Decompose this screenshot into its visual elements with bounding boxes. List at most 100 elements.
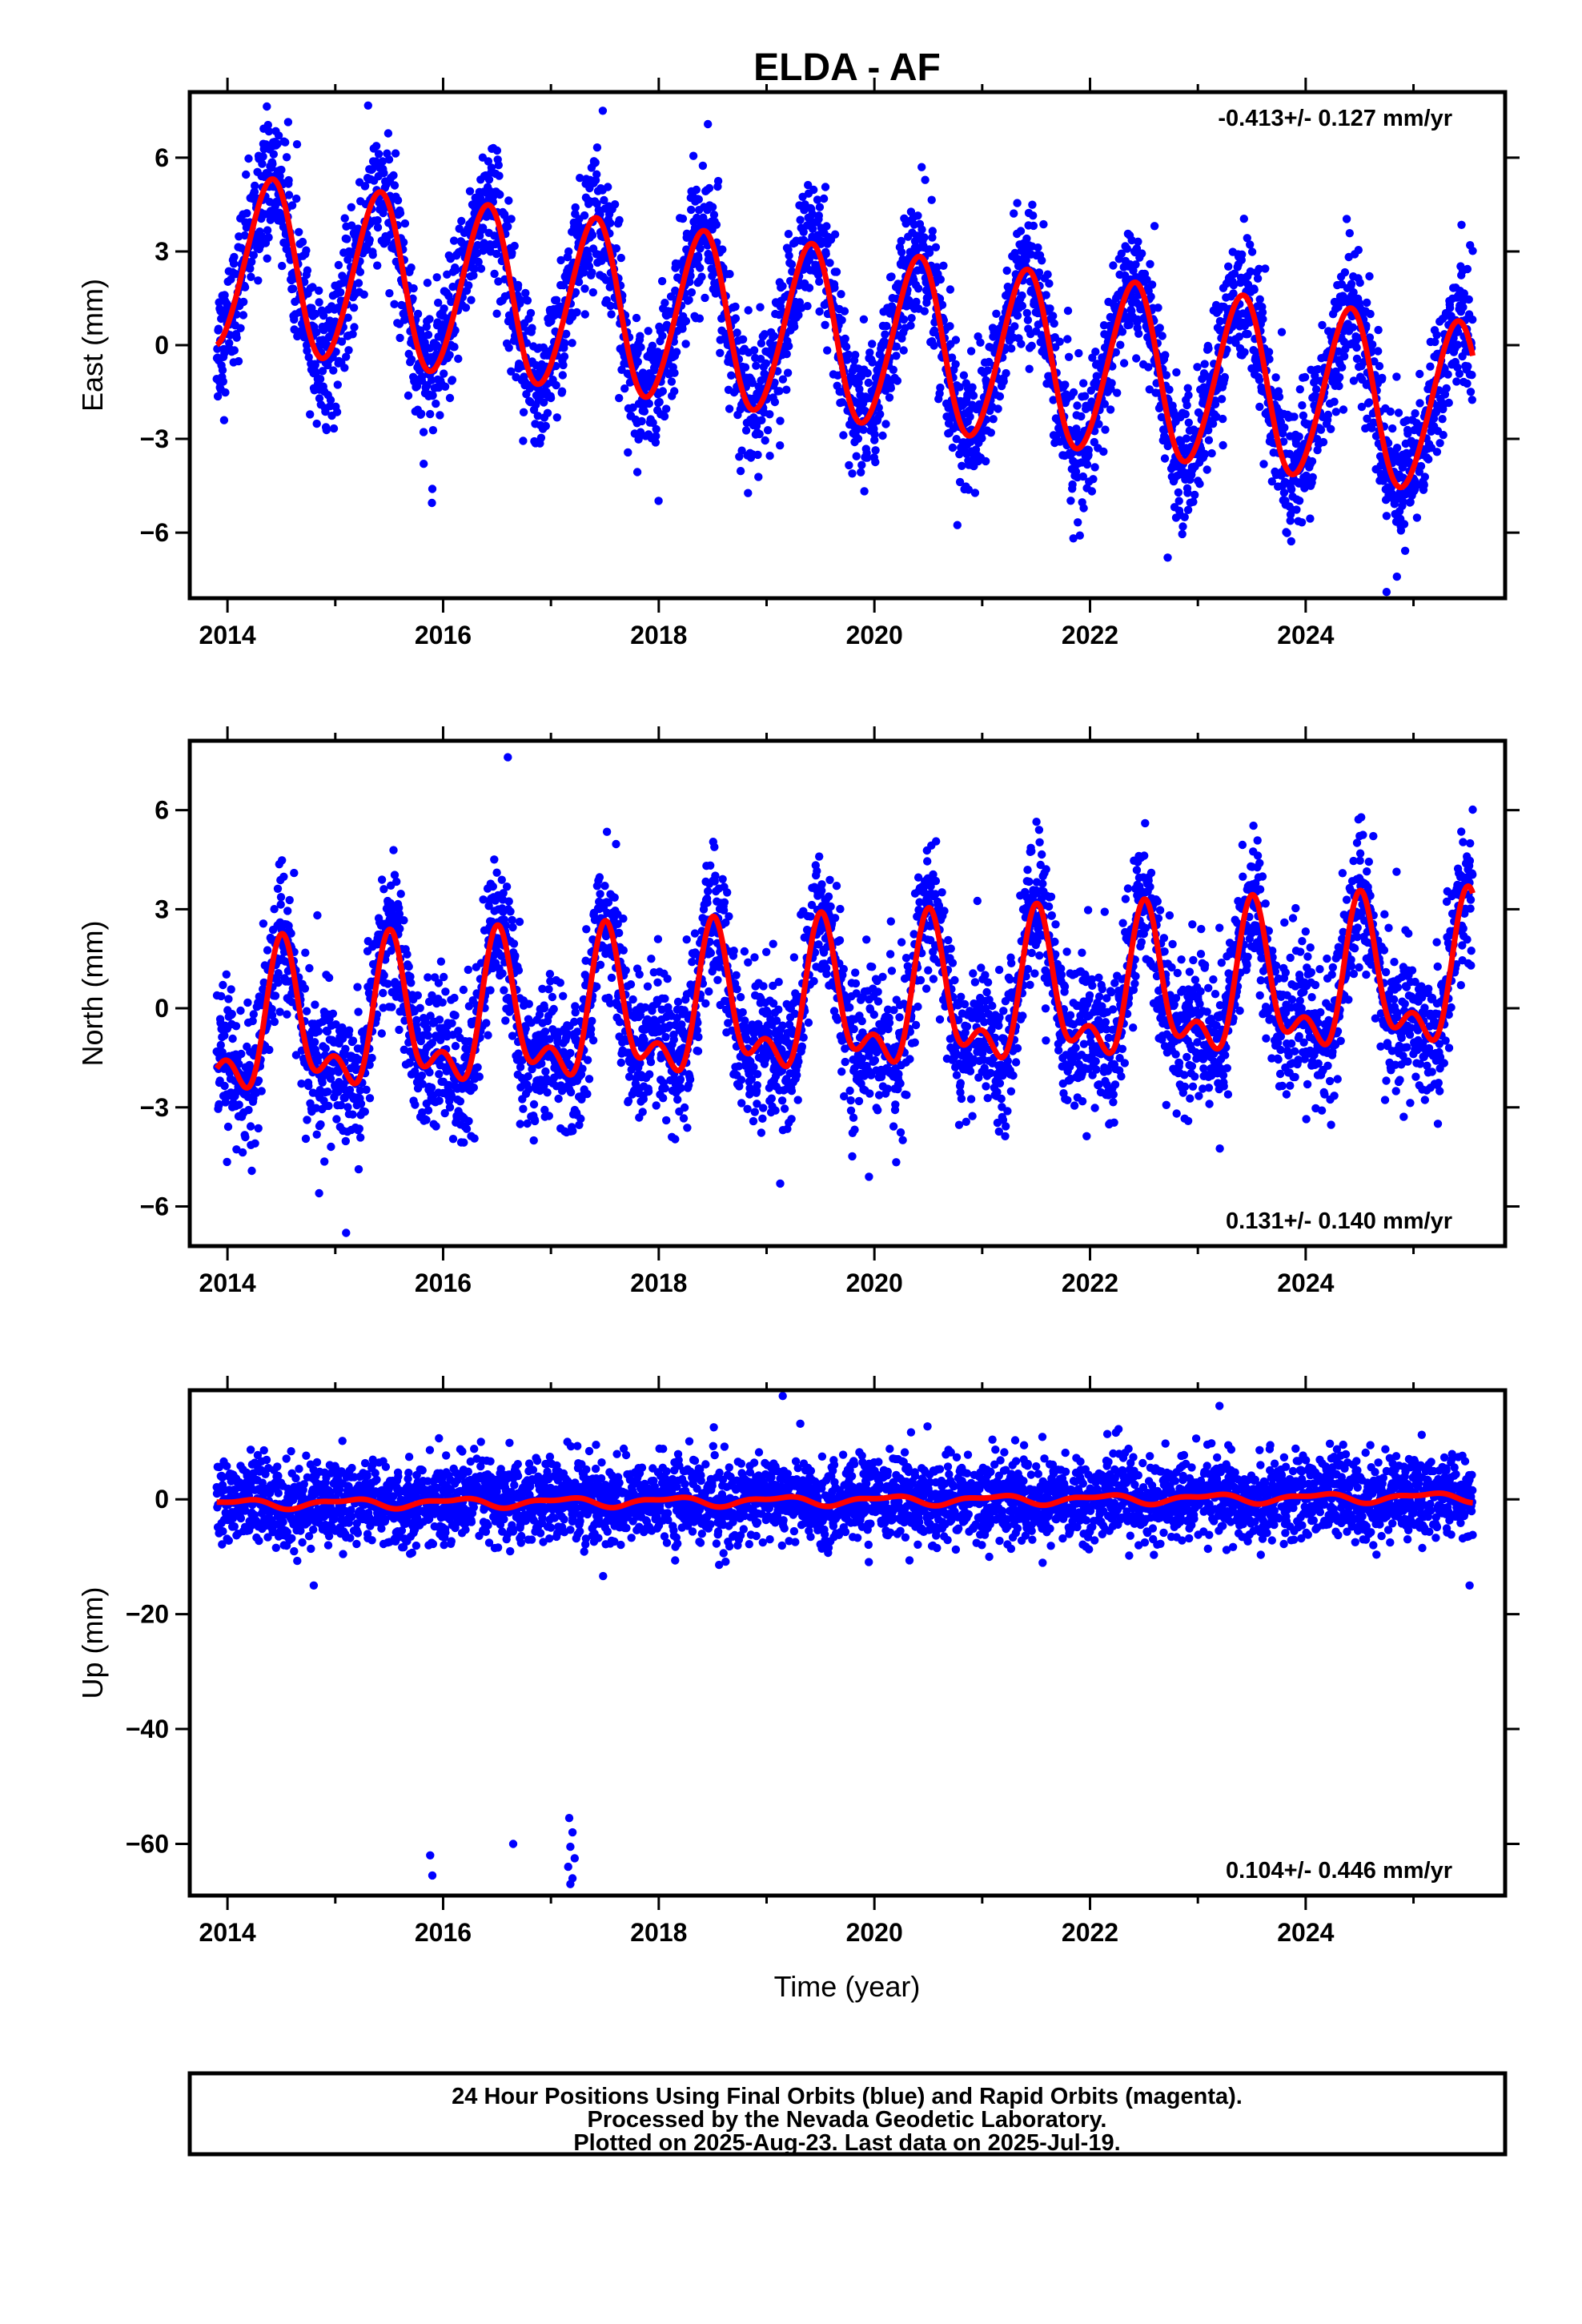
data-point [560,339,569,348]
data-point [748,379,757,388]
data-point [1180,513,1189,521]
data-point [776,441,785,450]
data-point [315,286,323,296]
data-point [1318,320,1327,330]
data-point [400,219,410,228]
data-point [278,856,287,865]
data-point [1217,395,1227,404]
data-point [778,282,787,291]
data-point [620,384,629,393]
data-point [737,446,746,455]
data-point [1432,331,1441,340]
data-point [906,321,915,330]
data-point [403,950,412,959]
data-point [840,307,849,316]
data-point [951,336,961,344]
data-point [1029,221,1038,231]
data-point [438,998,447,1007]
data-point [1352,354,1362,364]
data-point [1162,371,1171,380]
data-point [355,1055,363,1064]
data-point [1238,250,1247,259]
data-point [1345,229,1355,238]
data-point [837,316,846,324]
data-point [667,377,677,386]
data-point [930,326,939,335]
data-point [670,368,679,377]
data-point [383,979,392,988]
data-point [1073,401,1082,410]
data-point [228,1034,237,1043]
data-point [1178,522,1187,531]
data-point [390,870,400,879]
data-point [1445,304,1455,312]
data-point [326,396,335,404]
data-point [610,200,620,209]
data-point [1090,463,1099,472]
data-point [1255,402,1264,412]
data-point [1295,385,1305,394]
data-point [658,387,667,396]
data-point [845,460,853,470]
data-point [422,1116,431,1124]
data-point [334,1088,343,1096]
data-point [1087,397,1096,406]
data-point [1204,344,1213,353]
data-point [650,366,659,375]
data-point [588,287,597,297]
data-point [1193,363,1202,372]
data-point [310,1038,319,1047]
data-point [1023,316,1033,324]
data-point [1027,341,1036,350]
data-point [428,391,437,400]
data-point [231,1022,241,1031]
data-point [648,418,657,428]
data-point [354,1007,363,1016]
data-point [1142,275,1151,284]
data-point [606,219,615,227]
data-point [1290,412,1299,421]
data-point [367,1053,376,1063]
data-point [1074,518,1082,527]
data-point [347,203,355,211]
data-point [407,263,416,272]
data-point [484,175,494,184]
data-point [516,1120,524,1128]
data-point [933,263,942,271]
data-point [989,415,998,424]
data-point [640,407,649,416]
data-point [399,238,408,247]
data-point [427,1083,436,1092]
data-point [782,385,791,394]
data-point [1455,369,1464,378]
data-point [1283,529,1291,537]
data-point [274,969,283,978]
data-point [1399,520,1409,529]
data-point [821,320,829,329]
data-point [332,408,342,416]
data-point [1415,369,1424,379]
data-point [1468,371,1476,380]
data-point [1146,259,1154,268]
data-point [580,211,589,220]
data-point [386,230,395,239]
data-point [495,171,504,180]
data-point [308,283,317,292]
data-point [588,231,597,239]
data-point [859,315,869,324]
data-point [244,1105,253,1115]
data-point [681,316,691,326]
data-point [1247,247,1257,256]
data-point [225,339,234,348]
data-point [454,354,463,364]
data-point [1154,304,1162,312]
data-point [450,343,459,352]
data-point [1399,497,1407,506]
data-point [999,377,1008,386]
data-point [821,183,830,191]
data-point [863,368,872,378]
data-point [636,343,645,352]
data-point [844,350,853,359]
data-point [239,297,248,307]
data-point [456,1097,465,1106]
